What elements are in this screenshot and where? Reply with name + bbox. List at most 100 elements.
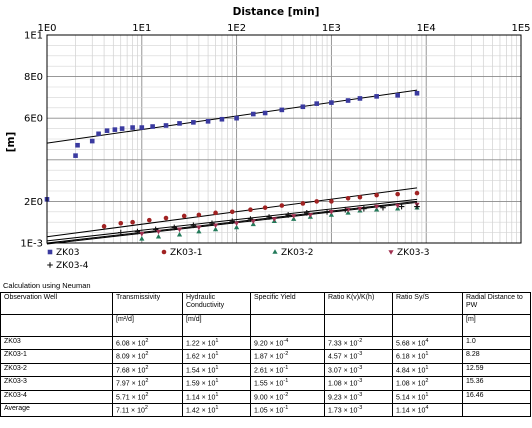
data-point bbox=[150, 124, 155, 129]
exponent: 1 bbox=[215, 391, 219, 398]
table-units-row: [m²/d] [m/d] [m] bbox=[0, 314, 531, 337]
data-point bbox=[395, 191, 400, 197]
exponent: 2 bbox=[425, 378, 429, 385]
data-point bbox=[247, 216, 254, 222]
x-tick-label: 1E4 bbox=[417, 23, 436, 34]
header-cell: Specific Yield bbox=[250, 292, 325, 315]
data-point bbox=[234, 115, 239, 121]
data-point bbox=[314, 101, 320, 106]
data-point bbox=[262, 205, 268, 210]
data-point bbox=[395, 203, 401, 209]
y-tick-label: 1E1 bbox=[24, 31, 43, 42]
legend-label: ZK03 bbox=[56, 248, 80, 258]
x-tick-labels: 1E0 1E1 1E2 1E3 1E4 1E5 bbox=[37, 23, 530, 34]
data-point bbox=[229, 218, 236, 224]
data-point bbox=[191, 120, 196, 125]
well-cell: ZK03-4 bbox=[0, 389, 113, 404]
data-point bbox=[176, 227, 183, 233]
transmissivity-cell: 6.08 × 102 bbox=[112, 335, 183, 351]
data-point bbox=[163, 123, 169, 128]
header-cell: Ratio Sy/S bbox=[392, 292, 463, 315]
conductivity-cell: 1.14 × 101 bbox=[182, 389, 251, 404]
data-point bbox=[134, 228, 141, 235]
data-point bbox=[96, 131, 101, 137]
data-point bbox=[279, 107, 285, 113]
y-tick-label: 6E0 bbox=[24, 114, 43, 125]
data-point bbox=[196, 212, 202, 218]
data-point bbox=[279, 203, 285, 208]
data-point bbox=[229, 209, 235, 215]
ratio-sy-s-cell: 1.14 × 104 bbox=[392, 402, 463, 418]
data-point bbox=[212, 226, 219, 232]
data-point bbox=[130, 125, 135, 130]
distance-cell: 15.36 bbox=[462, 376, 531, 391]
well-cell: ZK03 bbox=[0, 335, 113, 351]
data-point bbox=[104, 128, 110, 133]
specific-yield-cell: 1.05 × 10-1 bbox=[250, 402, 325, 418]
data-point bbox=[291, 214, 297, 219]
ratio-sy-s-cell: 6.18 × 101 bbox=[392, 349, 463, 364]
data-point bbox=[73, 153, 78, 158]
legend: ZK03 ZK03-1 ZK03-2 ZK03-3 ZK03-4 bbox=[47, 248, 430, 271]
data-point bbox=[329, 199, 334, 204]
x-axis-title: Distance [min] bbox=[233, 6, 320, 18]
data-point bbox=[163, 215, 169, 221]
conductivity-cell: 1.22 × 101 bbox=[182, 335, 251, 351]
well-cell: ZK03-1 bbox=[0, 349, 113, 364]
data-point bbox=[196, 228, 202, 234]
data-point bbox=[414, 190, 420, 196]
exponent: 1 bbox=[425, 364, 429, 371]
data-point bbox=[374, 94, 379, 99]
data-point bbox=[285, 212, 291, 218]
exponent: -3 bbox=[357, 404, 363, 411]
unit-cell bbox=[324, 314, 393, 337]
conductivity-cell: 1.59 × 101 bbox=[182, 376, 251, 391]
unit-cell: [m²/d] bbox=[112, 314, 183, 337]
data-point bbox=[357, 96, 363, 101]
distance-cell: 12.59 bbox=[462, 362, 531, 378]
data-point bbox=[395, 93, 400, 98]
data-point bbox=[266, 214, 272, 220]
data-point bbox=[361, 205, 367, 212]
data-point bbox=[324, 209, 330, 215]
header-cell: Radial Distance to PW bbox=[462, 292, 531, 315]
exponent: -3 bbox=[357, 351, 363, 358]
exponent: -1 bbox=[283, 404, 289, 411]
well-cell: ZK03-3 bbox=[0, 376, 113, 391]
exponent: 2 bbox=[145, 391, 149, 398]
x-tick-label: 1E0 bbox=[37, 23, 56, 34]
exponent: -3 bbox=[357, 364, 363, 371]
exponent: -3 bbox=[357, 378, 363, 385]
data-point bbox=[112, 127, 118, 132]
y-tick-labels: 1E-3 2E0 6E0 8E0 1E1 bbox=[20, 31, 43, 250]
data-point bbox=[212, 223, 219, 229]
legend-marker bbox=[388, 250, 394, 255]
exponent: 1 bbox=[215, 338, 219, 344]
x-tick-label: 1E5 bbox=[511, 23, 530, 34]
unit-cell bbox=[0, 314, 113, 337]
data-point bbox=[329, 100, 334, 105]
data-point bbox=[342, 206, 349, 213]
exponent: 1 bbox=[215, 404, 219, 411]
data-point bbox=[152, 226, 159, 233]
transmissivity-cell: 7.68 × 102 bbox=[112, 362, 183, 378]
exponent: 1 bbox=[425, 391, 429, 398]
conductivity-cell: 1.62 × 101 bbox=[182, 349, 251, 364]
exponent: 2 bbox=[145, 351, 149, 358]
data-point bbox=[117, 229, 124, 236]
exponent: 2 bbox=[144, 404, 148, 411]
data-point bbox=[101, 224, 107, 229]
legend-marker bbox=[161, 249, 167, 255]
data-point bbox=[196, 225, 202, 231]
data-point bbox=[147, 217, 152, 223]
exponent: 1 bbox=[215, 351, 219, 358]
legend-marker bbox=[272, 249, 278, 254]
data-point bbox=[155, 233, 162, 239]
ratio-sy-s-cell: 4.84 × 101 bbox=[392, 362, 463, 378]
y-tick-label: 2E0 bbox=[24, 197, 43, 208]
data-point bbox=[303, 210, 310, 216]
data-point bbox=[250, 219, 256, 224]
exponent: -2 bbox=[357, 338, 363, 344]
fit-line bbox=[46, 89, 418, 144]
transmissivity-cell: 5.71 × 102 bbox=[112, 389, 183, 404]
